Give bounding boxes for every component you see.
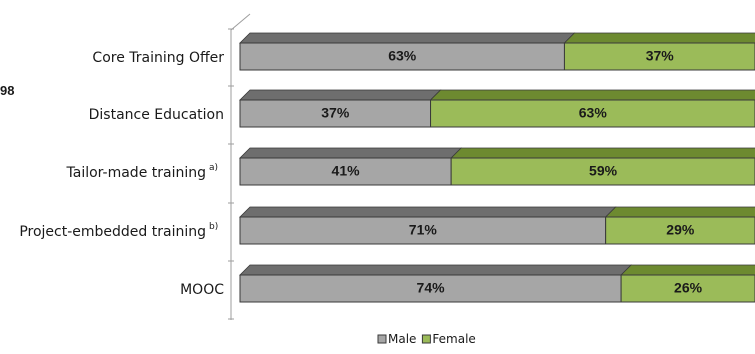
data-label-male-1: 63% xyxy=(388,48,417,64)
legend-swatch-female xyxy=(421,334,431,344)
bar-male-2 xyxy=(239,99,432,128)
category-superscript-3: a) xyxy=(209,163,218,173)
data-label-male-4: 71% xyxy=(409,222,438,238)
legend: Male Female xyxy=(377,332,476,346)
category-labels: Core Training Offer Distance Education Tai… xyxy=(19,50,224,298)
bar-top-male-5 xyxy=(239,264,633,276)
category-label-3: Tailor-made training xyxy=(66,165,206,181)
bar-female-3 xyxy=(450,157,755,186)
data-label-female-2: 63% xyxy=(579,105,608,121)
bar-female-4 xyxy=(605,216,755,245)
category-label-4: Project-embedded training xyxy=(19,224,206,240)
bar-female-5 xyxy=(620,274,755,303)
legend-label-female: Female xyxy=(432,332,475,346)
bar-female-1 xyxy=(563,42,755,71)
data-label-female-5: 26% xyxy=(674,280,703,296)
bar-top-male-3 xyxy=(239,147,463,159)
bar-male-4 xyxy=(239,216,607,245)
bar-top-male-1 xyxy=(239,32,576,44)
bar-male-1 xyxy=(239,42,565,71)
category-label-5: MOOC xyxy=(180,282,224,298)
bar-top-female-5 xyxy=(620,264,755,276)
bar-top-female-4 xyxy=(604,206,755,218)
bar-top-female-2 xyxy=(429,89,755,101)
legend-label-male: Male xyxy=(388,332,416,346)
bars-group: 63% 37% 37% 63% 41% 59% 71% 29% 74% 26% xyxy=(239,32,755,303)
chart-wall xyxy=(228,13,251,320)
bar-female-2 xyxy=(430,99,755,128)
data-label-female-3: 59% xyxy=(589,163,618,179)
truncated-side-text: 98 xyxy=(0,83,14,98)
data-label-female-4: 29% xyxy=(666,222,695,238)
category-superscript-4: b) xyxy=(209,222,218,232)
bar-top-female-3 xyxy=(450,147,755,159)
legend-swatch-male xyxy=(377,334,387,344)
data-label-male-2: 37% xyxy=(321,105,350,121)
data-label-male-3: 41% xyxy=(332,163,361,179)
data-label-female-1: 37% xyxy=(646,48,675,64)
bar-top-male-2 xyxy=(239,89,442,101)
category-label-2: Distance Education xyxy=(89,107,224,123)
bar-male-3 xyxy=(239,157,452,186)
bar-top-female-1 xyxy=(563,32,755,44)
bar-top-male-4 xyxy=(239,206,617,218)
category-label-1: Core Training Offer xyxy=(92,50,224,66)
axis-wall-line xyxy=(230,13,251,320)
bar-male-5 xyxy=(239,274,622,303)
data-label-male-5: 74% xyxy=(417,280,446,296)
